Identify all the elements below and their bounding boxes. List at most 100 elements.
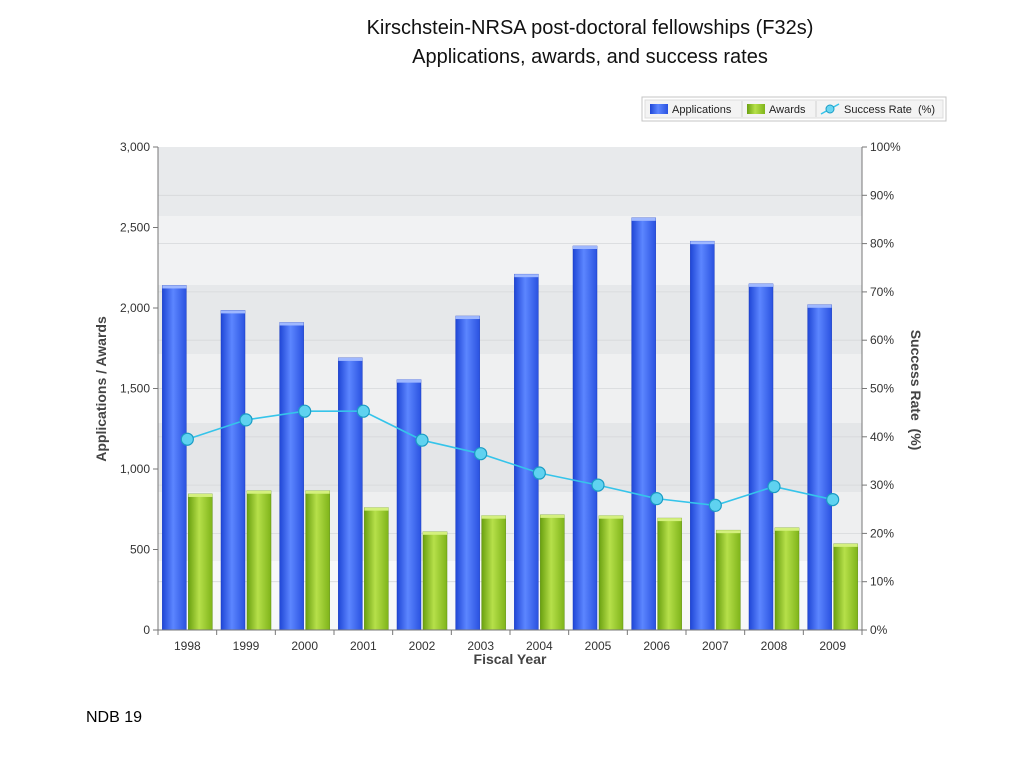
- y-tick-label: 0: [143, 623, 150, 637]
- legend-label-success-rate: Success Rate (%): [844, 104, 935, 116]
- y2-tick-label: 70%: [870, 285, 894, 299]
- success-rate-point: [826, 492, 840, 507]
- bar-awards-cap: [364, 507, 389, 511]
- x-tick-label: 2008: [761, 639, 788, 653]
- y2-tick-label: 60%: [870, 333, 894, 347]
- y-tick-label: 2,500: [120, 221, 150, 235]
- x-tick-label: 1998: [174, 639, 201, 653]
- success-rate-point: [532, 466, 546, 480]
- x-tick-label: 2000: [291, 639, 318, 653]
- x-tick-label: 2001: [350, 639, 377, 653]
- background-band: [158, 216, 862, 285]
- bar-applications-cap: [749, 283, 773, 287]
- x-axis-title: Fiscal Year: [474, 651, 547, 667]
- chart-title-line-1: Kirschstein-NRSA post-doctoral fellowshi…: [366, 17, 814, 39]
- x-tick-label: 2007: [702, 639, 729, 653]
- background-band: [158, 285, 862, 354]
- bar-applications-cap: [631, 217, 656, 221]
- bar-applications: [396, 379, 422, 631]
- bar-awards: [481, 515, 506, 631]
- slide-footer-text: NDB 19: [86, 709, 143, 726]
- success-rate-point: [356, 404, 370, 418]
- x-tick-label: 2005: [585, 639, 612, 653]
- y2-tick-label: 10%: [870, 575, 894, 589]
- bar-awards-cap: [188, 493, 213, 497]
- bar-awards-cap: [599, 515, 623, 519]
- y-tick-label: 1,000: [120, 462, 150, 476]
- success-rate-point: [298, 404, 312, 418]
- bar-awards-cap: [657, 518, 682, 522]
- bar-awards-cap: [305, 490, 330, 494]
- bar-awards: [422, 531, 448, 631]
- y2-axis-title: Success Rate (%): [908, 330, 924, 451]
- bar-awards: [246, 490, 272, 631]
- success-rate-point: [650, 492, 664, 506]
- y2-tick-label: 30%: [870, 478, 894, 492]
- legend-inner: [644, 99, 944, 119]
- y-tick-label: 3,000: [120, 140, 150, 154]
- bar-awards: [598, 515, 624, 631]
- bar-awards: [833, 543, 858, 631]
- x-tick-label: 2004: [526, 639, 553, 653]
- success-rate-line: [187, 410, 833, 507]
- success-rate-point: [474, 447, 488, 461]
- bar-applications-cap: [221, 310, 245, 314]
- legend-swatch-marker: [825, 104, 835, 114]
- y2-tick-label: 50%: [870, 382, 894, 396]
- y2-tick-label: 0%: [870, 623, 888, 637]
- legend-swatch-awards: [747, 104, 765, 114]
- background-band: [158, 147, 862, 216]
- chart-title-line-2: Applications, awards, and success rates: [412, 46, 768, 68]
- bar-applications-cap: [279, 322, 304, 326]
- legend-label-awards: Awards: [769, 104, 806, 116]
- bar-applications: [455, 315, 480, 631]
- bar-awards-cap: [716, 530, 741, 534]
- chart-legend: Applications Awards Success Rate (%): [641, 96, 947, 122]
- bar-awards: [716, 529, 741, 631]
- x-tick-label: 2009: [819, 639, 846, 653]
- bar-applications: [690, 240, 715, 631]
- background-band: [158, 423, 862, 492]
- bar-awards: [540, 514, 565, 631]
- bar-awards-cap: [540, 514, 565, 518]
- bar-applications: [162, 285, 187, 631]
- x-tick-label: 2003: [467, 639, 494, 653]
- bar-awards: [657, 517, 682, 631]
- bar-awards-cap: [833, 543, 858, 547]
- x-tick-label: 1999: [233, 639, 260, 653]
- background-band: [158, 492, 862, 561]
- x-tick-label: 2006: [643, 639, 670, 653]
- bar-applications: [631, 217, 656, 631]
- bar-awards: [188, 493, 213, 631]
- legend-label-applications: Applications: [672, 104, 732, 116]
- bar-awards: [305, 490, 330, 631]
- x-tick-label: 2002: [409, 639, 436, 653]
- success-rate-point: [708, 498, 722, 512]
- legend-swatch-applications: [650, 104, 668, 114]
- y2-tick-label: 40%: [870, 430, 894, 444]
- y2-tick-label: 80%: [870, 237, 894, 251]
- bar-awards-cap: [775, 527, 799, 531]
- bar-awards-cap: [481, 515, 506, 519]
- bar-applications-cap: [690, 241, 715, 245]
- y2-tick-label: 100%: [870, 140, 901, 154]
- bar-applications: [748, 283, 774, 631]
- background-band: [158, 561, 862, 630]
- bar-applications-cap: [338, 357, 363, 361]
- y-axis-title: Applications / Awards: [93, 316, 109, 462]
- bar-applications-cap: [514, 274, 539, 278]
- success-rate-line-series: [180, 404, 840, 512]
- y-tick-label: 500: [130, 543, 150, 557]
- success-rate-point: [239, 413, 253, 427]
- bar-applications-cap: [573, 246, 597, 250]
- y-tick-label: 2,000: [120, 301, 150, 315]
- bar-applications: [338, 357, 363, 631]
- bar-applications: [514, 273, 539, 631]
- bar-applications-cap: [397, 379, 421, 383]
- bar-applications: [279, 322, 304, 631]
- chart-axes: 0 500 1,000 1,500 2,000 2,500 3,000 0% 10% 20% 30%…: [120, 140, 901, 653]
- bar-applications: [572, 245, 598, 631]
- bar-awards: [364, 507, 389, 631]
- bar-applications: [220, 310, 246, 631]
